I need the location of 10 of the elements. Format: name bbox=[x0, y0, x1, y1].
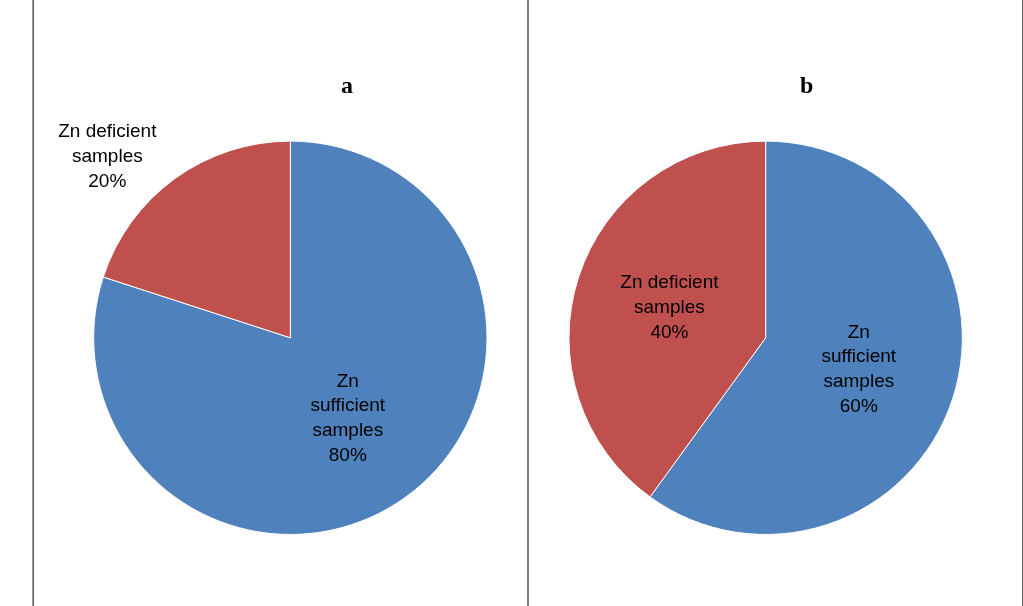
slice-label: Zn deficient samples bbox=[620, 271, 720, 318]
data-label: 20% bbox=[88, 169, 127, 191]
data-label: 60% bbox=[839, 394, 878, 416]
data-label: 80% bbox=[328, 443, 367, 465]
slice-label: Zn deficient samples bbox=[58, 120, 158, 167]
chart-title: b bbox=[800, 72, 814, 98]
chart-title: a bbox=[341, 72, 353, 98]
data-label: 40% bbox=[650, 320, 689, 342]
slice-label: Zn sufficient samples bbox=[821, 320, 897, 392]
slice-label: Zn sufficient samples bbox=[310, 369, 386, 441]
